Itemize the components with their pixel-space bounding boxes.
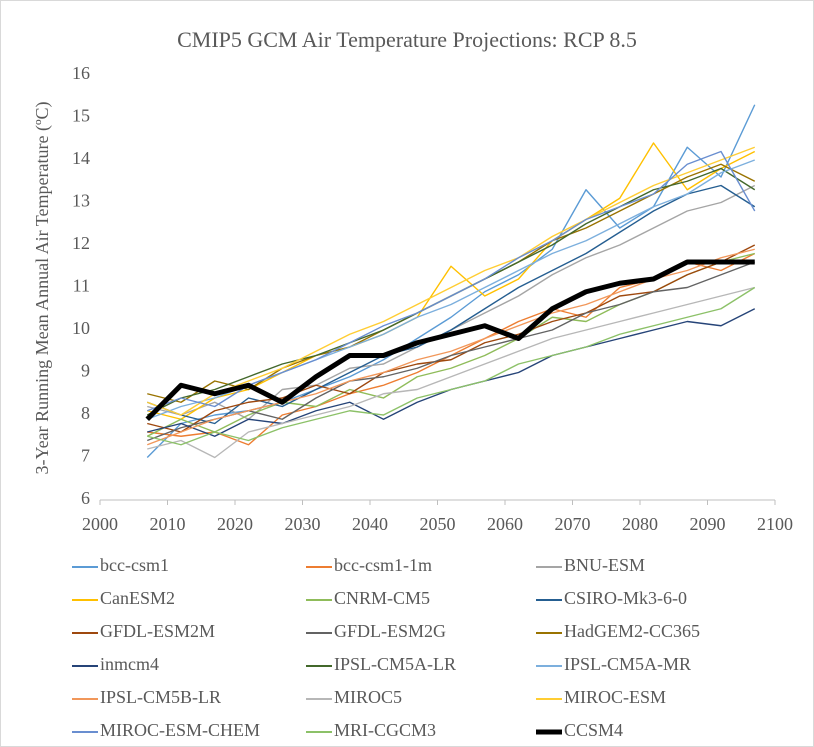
- legend-label: CNRM-CM5: [334, 588, 430, 608]
- series-line: [147, 184, 756, 425]
- x-tick-label: 2010: [150, 514, 186, 534]
- series-line: [147, 286, 755, 459]
- legend-label: MRI-CGCM3: [334, 720, 436, 740]
- legend-label: GFDL-ESM2M: [100, 621, 215, 641]
- x-tick-label: 2080: [622, 514, 658, 534]
- legend-label: CSIRO-Mk3-6-0: [564, 588, 687, 608]
- x-tick-label: 2050: [420, 514, 456, 534]
- legend-label: IPSL-CM5A-MR: [564, 654, 691, 674]
- y-tick-label: 14: [72, 148, 90, 168]
- y-tick-label: 10: [72, 318, 90, 338]
- legend-label: IPSL-CM5A-LR: [334, 654, 456, 674]
- x-tick-label: 2040: [352, 514, 388, 534]
- x-tick-label: 2090: [690, 514, 726, 534]
- legend-label: CCSM4: [564, 720, 623, 740]
- legend-label: IPSL-CM5B-LR: [100, 687, 221, 707]
- y-tick-label: 9: [81, 361, 90, 381]
- x-tick-label: 2100: [757, 514, 793, 534]
- y-axis-label: 3-Year Running Mean Annual Air Temperatu…: [32, 101, 53, 474]
- legend-label: HadGEM2-CC365: [564, 621, 700, 641]
- y-tick-label: 6: [81, 488, 90, 508]
- y-tick-label: 12: [72, 233, 90, 253]
- y-tick-label: 7: [81, 446, 90, 466]
- y-tick-label: 8: [81, 403, 90, 423]
- legend-label: bcc-csm1: [100, 555, 169, 575]
- legend-label: inmcm4: [100, 654, 159, 674]
- series-line: [145, 259, 755, 422]
- y-tick-label: 11: [73, 276, 90, 296]
- legend-label: BNU-ESM: [564, 555, 645, 575]
- x-tick-label: 2060: [487, 514, 523, 534]
- x-tick-label: 2070: [555, 514, 591, 534]
- legend-label: MIROC-ESM: [564, 687, 666, 707]
- x-tick-label: 2020: [217, 514, 253, 534]
- legend-label: CanESM2: [100, 588, 175, 608]
- y-tick-label: 13: [72, 191, 90, 211]
- chart-title: CMIP5 GCM Air Temperature Projections: R…: [177, 27, 637, 52]
- y-tick-label: 16: [72, 63, 90, 83]
- legend-label: MIROC5: [334, 687, 402, 707]
- legend-label: GFDL-ESM2G: [334, 621, 446, 641]
- legend-label: MIROC-ESM-CHEM: [100, 720, 260, 740]
- y-tick-label: 15: [72, 106, 90, 126]
- series-line: [147, 146, 755, 416]
- legend-label: bcc-csm1-1m: [334, 555, 432, 575]
- x-tick-label: 2030: [285, 514, 321, 534]
- series-line: [147, 286, 756, 446]
- x-tick-label: 2000: [82, 514, 118, 534]
